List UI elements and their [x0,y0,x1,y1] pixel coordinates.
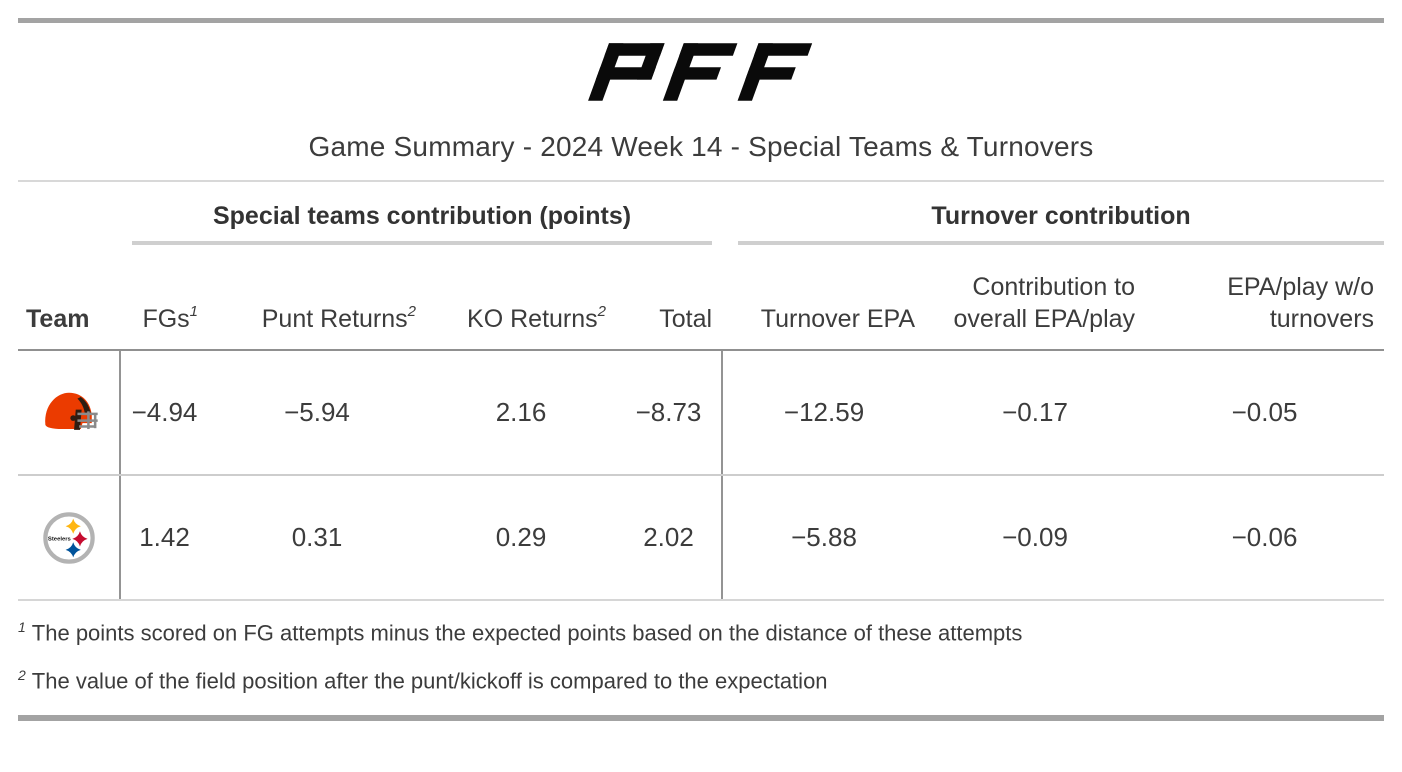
column-header-turnover-epa: Turnover EPA [722,245,926,351]
browns-helmet-logo-icon [44,392,98,430]
team-cell-browns [18,350,120,476]
cell-browns-total: −8.73 [616,350,723,476]
cell-browns-fgs: −4.94 [119,350,208,476]
cell-steelers-fgs: 1.42 [119,475,208,601]
column-header-epa-wo-turnovers: EPA/play w/o turnovers [1145,245,1385,351]
svg-text:Steelers: Steelers [47,536,71,542]
footnotes: 1 The points scored on FG attempts minus … [18,617,1384,697]
bottom-divider-bar [18,715,1384,722]
footnote-ref-1: 1 [189,302,198,320]
cell-steelers-contribution: −0.09 [925,475,1146,601]
column-header-punt-returns: Punt Returns2 [208,245,426,351]
cell-steelers-epa-wo: −0.06 [1145,475,1385,601]
cell-browns-turnover-epa: −12.59 [721,350,926,476]
group-header-spacer [18,182,120,245]
page-title: Game Summary - 2024 Week 14 - Special Te… [308,131,1094,162]
header [0,43,1402,101]
column-header-team: Team [18,245,120,351]
cell-steelers-punt-returns: 0.31 [208,475,426,601]
group-label-special-teams: Special teams contribution (points) [132,196,713,245]
cell-steelers-total: 2.02 [616,475,723,601]
cell-steelers-ko-returns: 0.29 [426,475,616,601]
column-header-fgs: FGs1 [120,245,208,351]
footnote-ref-2: 2 [407,302,416,320]
pff-logo-icon [588,43,813,101]
cell-steelers-turnover-epa: −5.88 [721,475,926,601]
title-divider [18,180,1384,182]
group-header-special-teams: Special teams contribution (points) [120,182,722,245]
steelers-logo-icon: Steelers [42,511,95,564]
group-header-turnover: Turnover contribution [722,182,1385,245]
cell-browns-epa-wo: −0.05 [1145,350,1385,476]
column-header-row: Team FGs1 Punt Returns2 KO Returns2 Tota… [18,245,1385,351]
team-cell-steelers: Steelers [18,475,120,601]
column-header-total: Total [616,245,723,351]
column-header-ko-returns: KO Returns2 [426,245,616,351]
group-header-row: Special teams contribution (points) Turn… [18,182,1385,245]
footnote-1: 1 The points scored on FG attempts minus … [18,619,1023,646]
cell-browns-punt-returns: −5.94 [208,350,426,476]
top-divider-bar [18,18,1384,23]
group-label-turnover: Turnover contribution [738,196,1385,245]
table-row-browns: −4.94 −5.94 2.16 −8.73 −12.59 −0.17 −0.0… [18,350,1385,476]
column-header-contribution: Contribution to overall EPA/play [925,245,1146,351]
table-row-steelers: Steelers 1.42 0.31 0.29 2.02 −5.88 −0.09… [18,475,1385,601]
cell-browns-ko-returns: 2.16 [426,350,616,476]
footnote-ref-2: 2 [597,302,606,320]
footnote-2: 2 The value of the field position after t… [18,667,828,694]
cell-browns-contribution: −0.17 [925,350,1146,476]
stats-table: Special teams contribution (points) Turn… [18,182,1385,601]
